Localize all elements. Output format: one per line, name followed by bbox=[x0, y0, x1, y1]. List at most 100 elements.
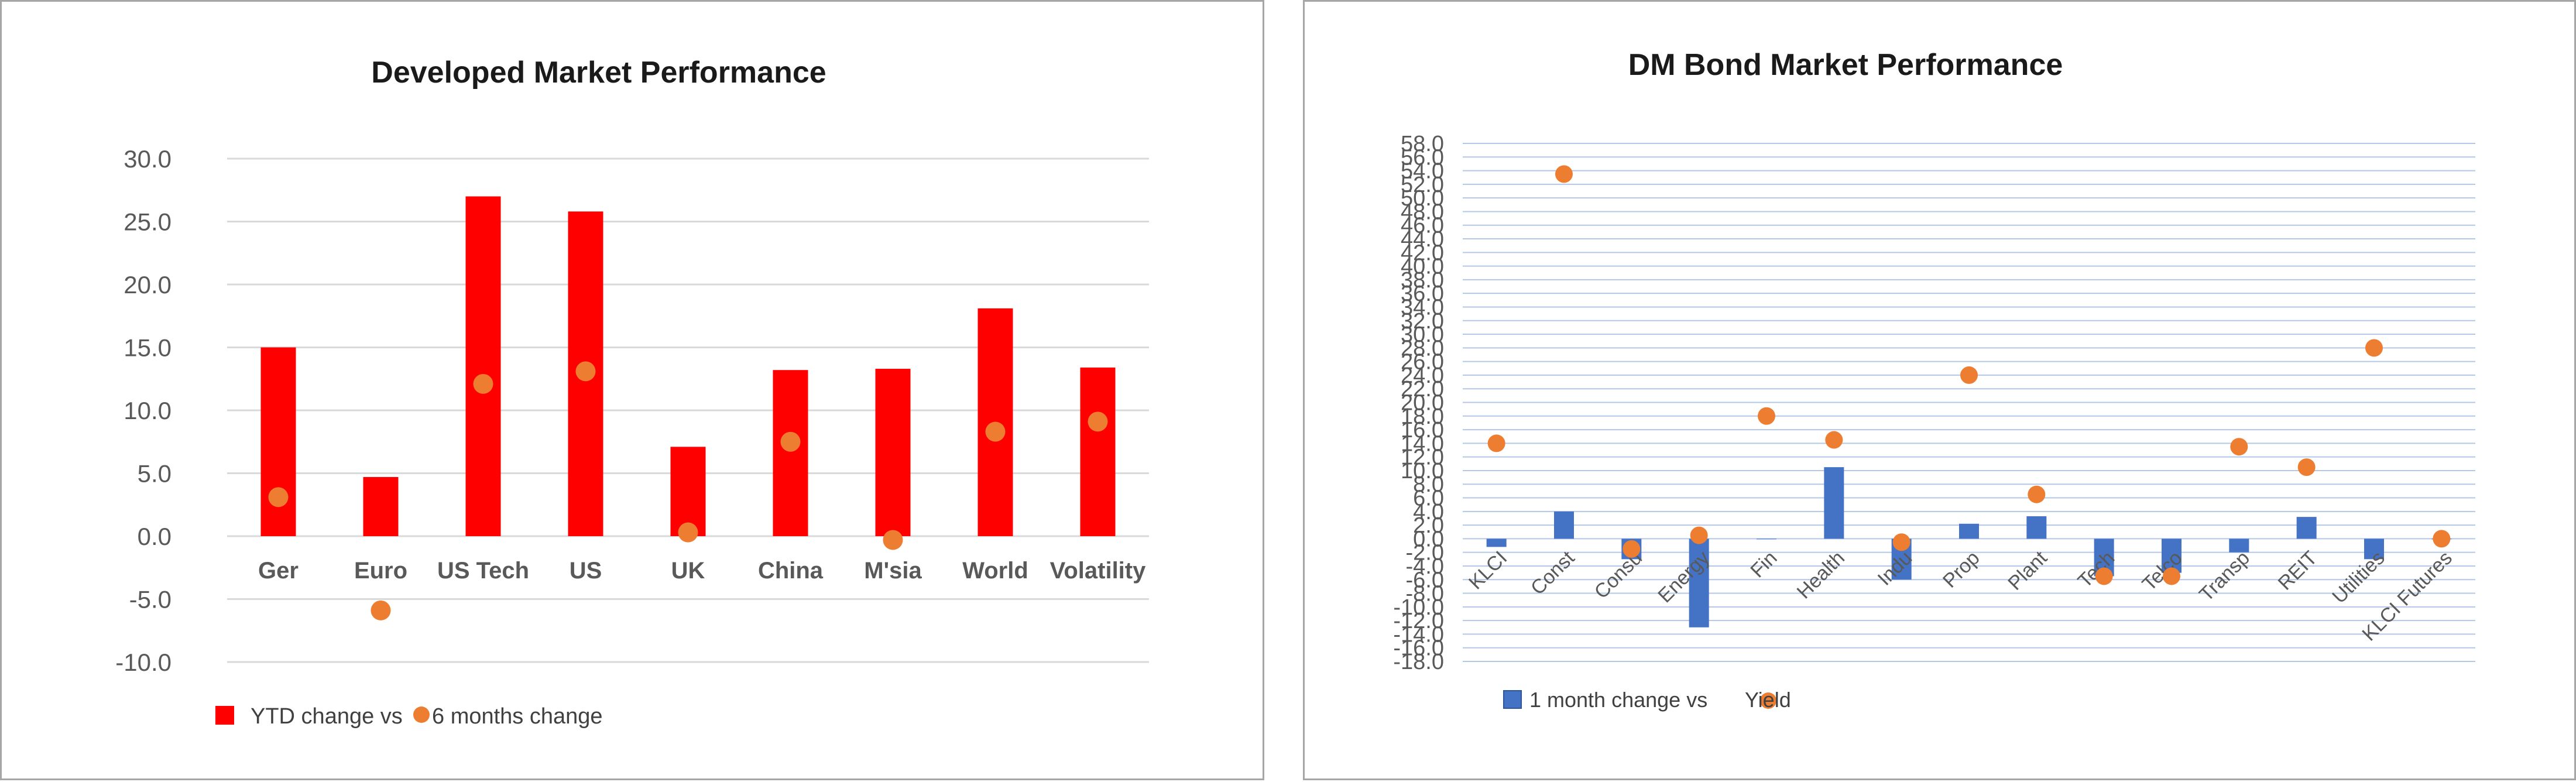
y-tick-label: 42.0 bbox=[1401, 241, 1444, 265]
legend-dot-swatch bbox=[413, 706, 430, 723]
legend-label: Yield bbox=[1745, 688, 1791, 712]
legend-label: YTD change vs bbox=[251, 704, 403, 729]
y-tick-label: -12.0 bbox=[1393, 609, 1444, 633]
y-tick-label: -14.0 bbox=[1393, 622, 1444, 647]
y-tick-label: 52.0 bbox=[1401, 173, 1444, 197]
y-tick-label: -10.0 bbox=[1393, 595, 1444, 620]
y-tick-label: 16.0 bbox=[1401, 418, 1444, 443]
y-tick-label: 5.0 bbox=[138, 460, 171, 488]
bar bbox=[1486, 539, 1507, 547]
chart-title: Developed Market Performance bbox=[371, 56, 826, 90]
bar bbox=[465, 196, 501, 536]
y-tick-label: -16.0 bbox=[1393, 636, 1444, 661]
chart-title: DM Bond Market Performance bbox=[1628, 48, 2063, 82]
category-label: Consu bbox=[1590, 547, 1647, 603]
y-tick-label: -8.0 bbox=[1406, 582, 1444, 606]
category-label: Utilities bbox=[2328, 547, 2389, 608]
y-tick-label: 4.0 bbox=[1413, 500, 1444, 524]
category-label: US bbox=[570, 558, 602, 584]
scatter-point bbox=[1088, 411, 1108, 432]
y-tick-label: 30.0 bbox=[1401, 323, 1444, 347]
y-tick-label: 6.0 bbox=[1413, 486, 1444, 511]
scatter-point bbox=[2365, 339, 2383, 357]
y-tick-label: 50.0 bbox=[1401, 186, 1444, 211]
developed-market-chart-panel: Developed Market Performance 30.0 25.0 20.… bbox=[0, 0, 1264, 780]
bar bbox=[260, 347, 296, 536]
category-label: UK bbox=[671, 558, 705, 584]
category-label: Prop bbox=[1939, 547, 1984, 592]
bar bbox=[875, 369, 911, 536]
category-label: China bbox=[758, 558, 824, 584]
y-tick-label: 15.0 bbox=[124, 334, 171, 362]
scatter-point bbox=[1623, 540, 1641, 558]
bar bbox=[2364, 539, 2384, 560]
y-tick-label: 56.0 bbox=[1401, 145, 1444, 170]
scatter-point bbox=[2230, 438, 2248, 456]
y-tick-label: 40.0 bbox=[1401, 255, 1444, 279]
legend-bar-swatch bbox=[215, 706, 234, 725]
y-tick-label: 58.0 bbox=[1401, 132, 1444, 156]
y-tick-label: 54.0 bbox=[1401, 159, 1444, 184]
y-tick-label: -5.0 bbox=[129, 586, 171, 613]
dm-bond-chart-panel: DM Bond Market Performance 58.0 56.0 54.0 5… bbox=[1303, 0, 2576, 780]
scatter-point bbox=[1555, 165, 1573, 183]
y-tick-label: -4.0 bbox=[1406, 554, 1444, 579]
y-tick-label: 8.0 bbox=[1413, 472, 1444, 497]
bar bbox=[670, 447, 706, 536]
developed-market-chart: Developed Market Performance 30.0 25.0 20.… bbox=[115, 56, 1149, 729]
scatter-point bbox=[473, 373, 493, 394]
y-tick-label: 38.0 bbox=[1401, 268, 1444, 293]
scatter-point bbox=[883, 530, 903, 550]
y-tick-label: 20.0 bbox=[1401, 391, 1444, 416]
y-tick-label: 48.0 bbox=[1401, 200, 1444, 224]
scatter-point bbox=[1758, 407, 1775, 425]
y-tick-label: -2.0 bbox=[1406, 541, 1444, 565]
bar bbox=[2162, 539, 2181, 573]
y-tick-label: 14.0 bbox=[1401, 431, 1444, 456]
category-label: Ger bbox=[258, 558, 299, 584]
scatter-point bbox=[575, 361, 596, 382]
y-tick-label: -10.0 bbox=[115, 649, 171, 676]
y-tick-label: 12.0 bbox=[1401, 445, 1444, 470]
legend-label: 6 months change bbox=[432, 704, 603, 729]
scatter-point bbox=[678, 522, 698, 543]
category-label: REIT bbox=[2274, 547, 2322, 595]
y-tick-label: -18.0 bbox=[1393, 650, 1444, 674]
bar bbox=[773, 370, 808, 536]
scatter-point bbox=[2163, 567, 2180, 585]
scatter-point bbox=[371, 600, 391, 620]
bar bbox=[1824, 467, 1844, 539]
category-label: US Tech bbox=[437, 558, 529, 584]
scatter-point bbox=[1487, 434, 1505, 452]
scatter-point bbox=[985, 421, 1006, 442]
y-tick-label: 46.0 bbox=[1401, 214, 1444, 238]
category-label: World bbox=[962, 558, 1028, 584]
y-tick-label: 30.0 bbox=[124, 145, 171, 173]
bar bbox=[363, 476, 399, 536]
y-tick-label: 10.0 bbox=[1401, 459, 1444, 483]
category-label: Health bbox=[1793, 547, 1849, 603]
category-label: M'sia bbox=[864, 558, 922, 584]
y-tick-label: 44.0 bbox=[1401, 227, 1444, 252]
y-tick-label: 22.0 bbox=[1401, 377, 1444, 402]
y-tick-label: 18.0 bbox=[1401, 404, 1444, 429]
y-tick-label: 20.0 bbox=[124, 271, 171, 299]
scatter-point bbox=[2297, 458, 2316, 476]
bar bbox=[1080, 367, 1116, 536]
category-label: Transp bbox=[2195, 547, 2254, 606]
y-tick-label: 10.0 bbox=[124, 397, 171, 424]
bar bbox=[2026, 516, 2047, 539]
dm-bond-chart: DM Bond Market Performance 58.056.054.05… bbox=[1393, 48, 2475, 712]
y-tick-label: 0.0 bbox=[1413, 527, 1444, 551]
legend-dot-swatch bbox=[1760, 692, 1776, 709]
scatter-point bbox=[2028, 485, 2046, 503]
scatter-point bbox=[2433, 530, 2451, 548]
y-tick-label: 25.0 bbox=[124, 208, 171, 236]
bar bbox=[1554, 511, 1574, 539]
category-label: Plant bbox=[2004, 547, 2052, 595]
scatter-point bbox=[1690, 526, 1708, 544]
legend-label: 1 month change vs bbox=[1529, 688, 1707, 712]
scatter-point bbox=[2095, 567, 2113, 585]
y-tick-label: 36.0 bbox=[1401, 282, 1444, 306]
category-label: Euro bbox=[354, 558, 407, 584]
